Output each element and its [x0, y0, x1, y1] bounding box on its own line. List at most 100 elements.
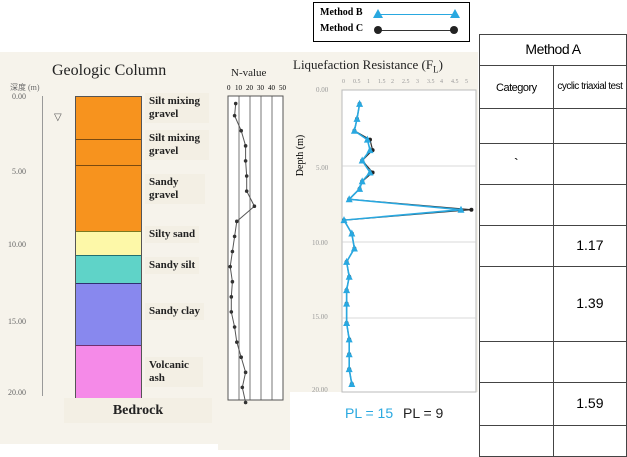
- geologic-depth-tick: 10.00: [8, 240, 26, 249]
- table-row: 1.39: [479, 266, 627, 342]
- table-cell: [552, 341, 627, 383]
- nvalue-tick: 50: [279, 84, 286, 92]
- table-header: Method A: [525, 41, 581, 57]
- table-row: `: [479, 143, 627, 185]
- lique-panel: [290, 52, 478, 392]
- table-cell: [552, 184, 627, 226]
- table-row: Category cyclic triaxial test: [479, 65, 627, 109]
- lique-scale-tick: 1: [367, 79, 370, 85]
- lique-scale-tick: 1.5: [378, 79, 386, 85]
- layer-label: Sandy clay: [145, 303, 205, 320]
- table-header-cell: Method A: [479, 34, 627, 66]
- lique-depth-tick: 0.00: [316, 86, 329, 94]
- lique-scale-tick: 0.5: [353, 79, 361, 85]
- cell-value: 1.39: [576, 295, 604, 311]
- legend-method-b-marker: [373, 9, 383, 18]
- cell-value: 1.17: [576, 237, 604, 253]
- geologic-depth-tick: 0.00: [12, 92, 26, 101]
- table-cell: [552, 143, 627, 185]
- table-row: [479, 341, 627, 383]
- lique-scale-tick: 3: [416, 79, 419, 85]
- layer-label: Volcanic ash: [145, 357, 203, 387]
- lique-scale-tick: 3.5: [427, 79, 435, 85]
- legend-method-c-label: Method C: [320, 23, 364, 34]
- legend-method-c-marker: [374, 26, 382, 34]
- table-row: [479, 184, 627, 226]
- lique-depth-label: Depth (m): [295, 134, 307, 177]
- table-cell: 1.39: [552, 266, 627, 342]
- method-a-table: Method A Category cyclic triaxial test `…: [479, 34, 627, 457]
- table-header-row: Method A: [479, 34, 627, 66]
- table-cell: [479, 184, 554, 226]
- layer-fill: [76, 255, 141, 284]
- nvalue-tick: 0: [227, 84, 231, 92]
- nvalue-panel: [218, 52, 290, 450]
- layer-fill: [76, 97, 141, 139]
- table-cell: [479, 382, 554, 426]
- layer-fill: [76, 165, 141, 232]
- lique-scale-tick: 4.5: [451, 79, 459, 85]
- lique-scale-ticks: 0 0.5 1 1.5 2 2.5 3 3.5 4 4.5 5: [340, 79, 476, 89]
- geologic-depth-tick: 15.00: [8, 317, 26, 326]
- pl-method-b: PL = 15: [345, 405, 394, 421]
- nvalue-tick: 40: [268, 84, 275, 92]
- lique-title-end: ): [438, 57, 443, 72]
- legend-method-c-line: [377, 30, 455, 31]
- lique-scale-tick: 0: [342, 79, 345, 85]
- table-cell: [479, 425, 554, 457]
- geologic-depth-tick: 20.00: [8, 388, 26, 397]
- table-row: 1.17: [479, 225, 627, 267]
- lique-scale-tick: 4: [440, 79, 443, 85]
- lique-scale-tick: 2: [391, 79, 394, 85]
- layer-label: Sandy silt: [145, 257, 200, 274]
- legend-method-b-marker: [450, 9, 460, 18]
- layer-label: Silty sand: [145, 226, 200, 243]
- legend: Method B Method C: [313, 2, 470, 42]
- legend-method-b-line: [377, 14, 455, 15]
- lique-title-text: Liquefaction Resistance (F: [293, 57, 434, 72]
- table-cell: [479, 341, 554, 383]
- nvalue-tick: 30: [257, 84, 264, 92]
- lique-depth-tick: 15.00: [312, 313, 328, 321]
- lique-title-sub: L: [433, 64, 439, 75]
- geologic-depth-axis: [42, 96, 43, 396]
- lique-depth-tick: 10.00: [312, 239, 328, 247]
- table-row: [479, 108, 627, 144]
- layer-fill: [76, 231, 141, 256]
- bedrock-label: Bedrock: [64, 398, 212, 423]
- lique-title: Liquefaction Resistance (FL): [293, 57, 443, 75]
- table-cell: `: [479, 143, 554, 185]
- layer-fill: [76, 139, 141, 166]
- table-cell: [552, 425, 627, 457]
- layer-label: Silt mixing gravel: [145, 93, 209, 123]
- layer-fill: [76, 345, 141, 398]
- table-cell: Category: [479, 65, 554, 109]
- table-cell: 1.59: [552, 382, 627, 426]
- legend-method-b-label: Method B: [320, 7, 363, 18]
- nvalue-title: N-value: [231, 67, 267, 79]
- geologic-depth-tick: 5.00: [12, 167, 26, 176]
- geologic-column: [75, 96, 142, 398]
- lique-scale-tick: 2.5: [402, 79, 410, 85]
- table-row: [479, 425, 627, 457]
- cell-value: 1.59: [576, 395, 604, 411]
- col2-header: cyclic triaxial test: [557, 81, 623, 92]
- layer-fill: [76, 283, 141, 346]
- lique-depth-tick: 5.00: [316, 164, 329, 172]
- legend-method-c-marker: [450, 26, 458, 34]
- geologic-depth-axis-label: 深度 (m): [10, 83, 40, 92]
- lique-depth-tick: 20.00: [312, 386, 328, 394]
- lique-scale-tick: 5: [465, 79, 468, 85]
- table-cell: cyclic triaxial test: [552, 65, 627, 109]
- table-cell: [479, 266, 554, 342]
- table-row: 1.59: [479, 382, 627, 426]
- cell-value: `: [514, 155, 519, 171]
- pl-method-c: PL = 9: [403, 405, 444, 421]
- col1-header: Category: [496, 82, 537, 94]
- layer-label: Silt mixing gravel: [145, 130, 209, 160]
- table-cell: [552, 108, 627, 144]
- table-cell: [479, 108, 554, 144]
- water-level-icon: ▽: [54, 112, 62, 123]
- nvalue-tick: 20: [246, 84, 253, 92]
